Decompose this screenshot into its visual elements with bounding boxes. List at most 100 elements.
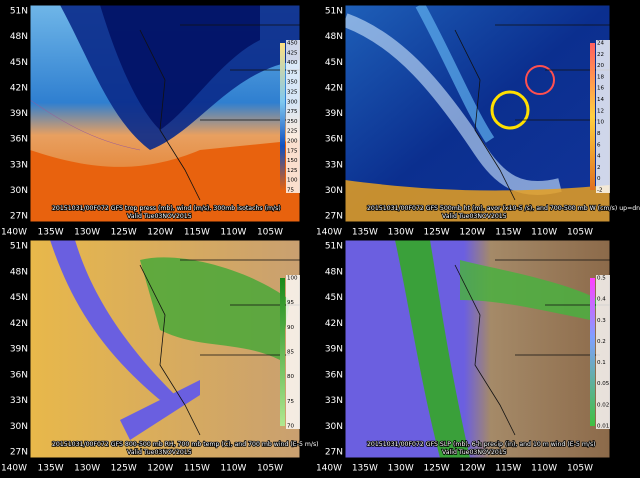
colorbar-label: 95 [287, 300, 294, 306]
colorbar-label: 0.4 [597, 297, 606, 303]
longitude-label: 115W [184, 464, 210, 474]
latitude-label: 42N [10, 83, 28, 93]
latitude-label: 27N [325, 212, 343, 222]
map-panel [30, 240, 300, 458]
colorbar-label: 85 [287, 350, 294, 356]
longitude-label: 110W [220, 464, 246, 474]
colorbar-label: 0.2 [597, 339, 606, 345]
colorbar-label: 16 [597, 86, 604, 92]
colorbar-label: 0 [597, 176, 601, 182]
latitude-label: 30N [10, 422, 28, 432]
colorbar [590, 278, 595, 426]
caption: Valid Tue03NOV2015 [127, 449, 192, 456]
colorbar-label: 325 [287, 90, 298, 96]
longitude-label: 130W [74, 228, 100, 238]
colorbar-label: 300 [287, 99, 298, 105]
longitude-label: 115W [495, 464, 521, 474]
longitude-label: 120W [147, 464, 173, 474]
latitude-label: 27N [325, 448, 343, 458]
colorbar-label: 100 [287, 276, 298, 282]
latitude-label: 45N [10, 293, 28, 303]
colorbar-label: 450 [287, 41, 298, 47]
longitude-label: 135W [352, 464, 378, 474]
latitude-label: 27N [10, 212, 28, 222]
colorbar-label: 150 [287, 158, 298, 164]
colorbar-label: 75 [287, 188, 294, 194]
colorbar-label: 14 [597, 97, 604, 103]
colorbar-label: 250 [287, 119, 298, 125]
latitude-label: 48N [325, 267, 343, 277]
map-panel [345, 5, 610, 222]
colorbar-label: 0.01 [597, 424, 609, 430]
longitude-label: 125W [111, 464, 137, 474]
colorbar-label: 75 [287, 399, 294, 405]
colorbar-label: 200 [287, 139, 298, 145]
colorbar-label: 0.02 [597, 402, 609, 408]
colorbar-label: 400 [287, 60, 298, 66]
caption: Valid Tue03NOV2015 [442, 213, 507, 220]
latitude-label: 33N [10, 160, 28, 170]
colorbar-label: 125 [287, 168, 298, 174]
longitude-label: 125W [111, 228, 137, 238]
latitude-label: 30N [10, 186, 28, 196]
latitude-label: 45N [10, 58, 28, 68]
longitude-label: 110W [531, 228, 557, 238]
latitude-label: 33N [325, 396, 343, 406]
latitude-label: 51N [10, 242, 28, 252]
longitude-label: 105W [257, 228, 283, 238]
longitude-label: 125W [424, 228, 450, 238]
caption: 20151031/00F072 GFS 800-500 mb RH, 700 m… [52, 441, 319, 448]
longitude-label: 135W [38, 228, 64, 238]
longitude-label: 120W [459, 464, 485, 474]
longitude-label: 120W [459, 228, 485, 238]
caption: 20151031/00F072 GFS SLP (mb), 6-h precip… [367, 441, 596, 448]
longitude-label: 140W [1, 464, 27, 474]
latitude-label: 42N [10, 319, 28, 329]
colorbar-label: 0.3 [597, 318, 606, 324]
latitude-label: 48N [10, 32, 28, 42]
longitude-label: 105W [567, 464, 593, 474]
colorbar-label-bg [596, 40, 610, 193]
colorbar-label: 20 [597, 63, 604, 69]
colorbar [280, 43, 285, 190]
colorbar-label: 0.5 [597, 276, 606, 282]
longitude-label: 105W [257, 464, 283, 474]
latitude-label: 39N [10, 109, 28, 119]
latitude-label: 36N [10, 370, 28, 380]
map-panel [30, 5, 300, 222]
latitude-label: 39N [325, 109, 343, 119]
latitude-label: 39N [10, 345, 28, 355]
colorbar-label: 100 [287, 178, 298, 184]
colorbar-label: 80 [287, 374, 294, 380]
colorbar [590, 43, 595, 190]
caption: Valid Tue03NOV2015 [442, 449, 507, 456]
caption: 20151031/00F072 GFS trop press (mb), win… [52, 205, 281, 212]
latitude-label: 48N [325, 32, 343, 42]
latitude-label: 27N [10, 448, 28, 458]
colorbar-label-bg [596, 275, 610, 429]
longitude-label: 130W [388, 464, 414, 474]
longitude-label: 125W [424, 464, 450, 474]
latitude-label: 33N [10, 396, 28, 406]
latitude-label: 36N [325, 135, 343, 145]
latitude-label: 51N [325, 7, 343, 17]
latitude-label: 39N [325, 345, 343, 355]
colorbar [280, 278, 285, 426]
borders [139, 24, 610, 436]
caption: Valid Tue03NOV2015 [127, 213, 192, 220]
colorbar-label: 375 [287, 70, 298, 76]
longitude-label: 110W [531, 464, 557, 474]
latitude-label: 42N [325, 83, 343, 93]
latitude-label: 30N [325, 422, 343, 432]
colorbar-label-bg [286, 40, 300, 193]
longitude-label: 120W [147, 228, 173, 238]
latitude-label: 51N [10, 7, 28, 17]
colorbar-label: 90 [287, 325, 294, 331]
colorbar-label-bg [286, 275, 300, 429]
colorbar-label: 2 [597, 165, 601, 171]
colorbar-label: 70 [287, 424, 294, 430]
colorbar-label: 425 [287, 50, 298, 56]
longitude-label: 105W [567, 228, 593, 238]
colorbar-label: 175 [287, 148, 298, 154]
